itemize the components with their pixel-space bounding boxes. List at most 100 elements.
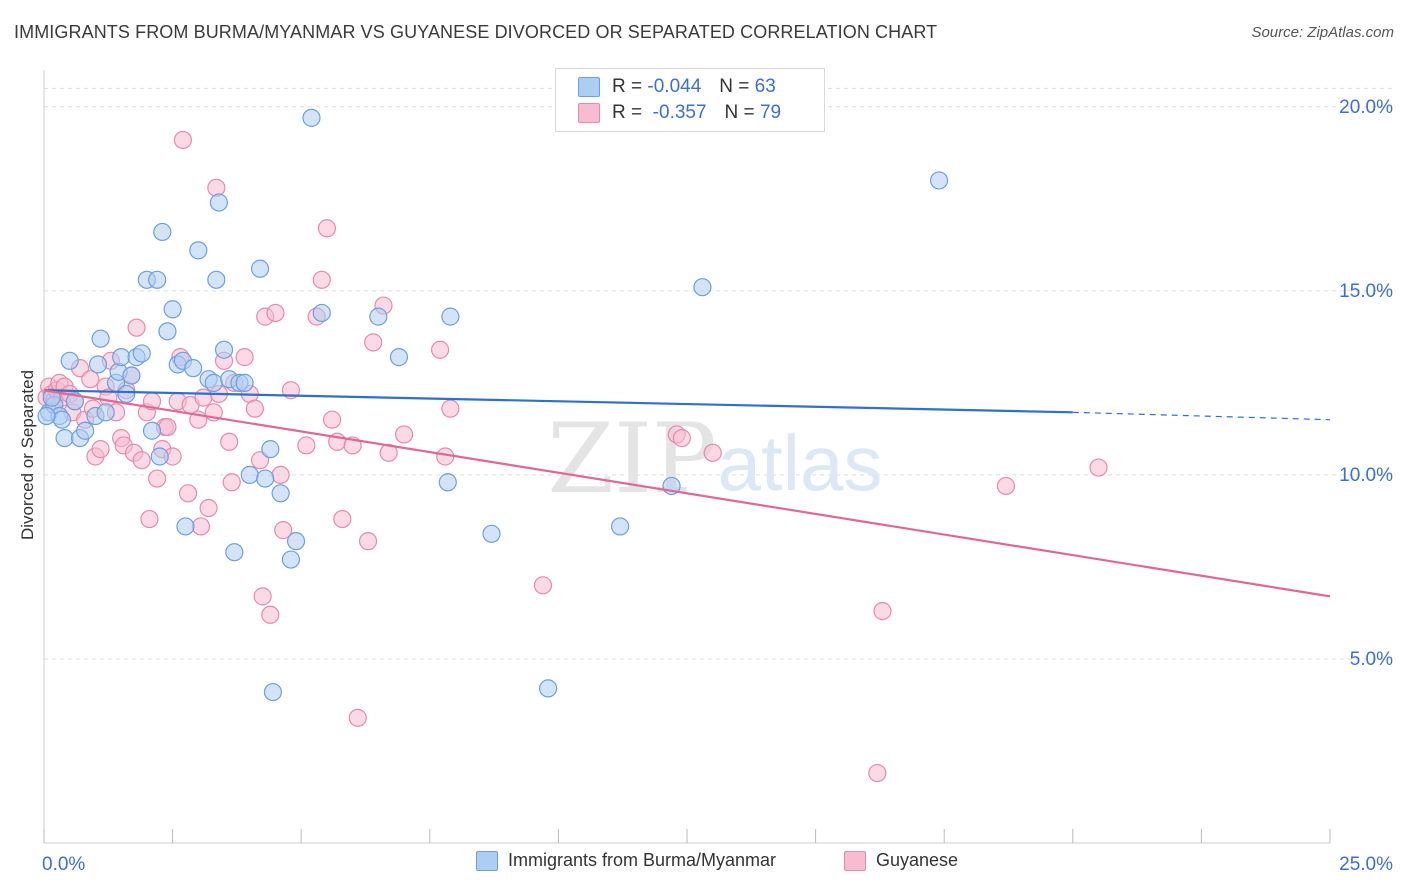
trend-line-burma — [43, 389, 1073, 414]
data-point — [348, 708, 367, 727]
data-point — [438, 473, 457, 492]
data-point — [441, 307, 460, 326]
legend-label: Guyanese — [876, 850, 959, 870]
data-point — [441, 399, 460, 418]
data-point — [91, 329, 110, 348]
legend-item-guyanese: Guyanese — [844, 850, 958, 871]
data-point — [163, 300, 182, 319]
data-point — [142, 421, 162, 440]
data-point — [55, 428, 74, 448]
r-label: R = — [612, 102, 643, 123]
data-point — [873, 601, 892, 621]
y-tick-label: 20.0% — [1339, 97, 1393, 118]
data-point — [245, 399, 265, 418]
x-tick-label: 25.0% — [1339, 854, 1393, 875]
chart-title: IMMIGRANTS FROM BURMA/MYANMAR VS GUYANES… — [14, 22, 938, 42]
data-point — [261, 440, 280, 459]
stats-legend-row-burma: R = -0.044 N = 63 — [578, 74, 776, 100]
data-point — [693, 278, 712, 297]
blue-swatch — [476, 850, 498, 871]
data-point — [122, 366, 141, 385]
data-point — [132, 344, 151, 363]
source-label: Source: ZipAtlas.com — [1251, 24, 1394, 41]
data-point — [158, 417, 177, 437]
data-point — [539, 679, 558, 698]
legend-item-burma: Immigrants from Burma/Myanmar — [476, 850, 776, 871]
data-point — [302, 108, 321, 127]
data-point — [271, 465, 290, 485]
data-point — [191, 517, 210, 536]
data-point — [127, 318, 146, 337]
y-tick-label: 10.0% — [1339, 465, 1393, 486]
data-point — [611, 517, 630, 536]
data-point — [81, 370, 100, 389]
data-point — [253, 587, 272, 606]
data-point — [312, 270, 331, 289]
data-point — [286, 532, 306, 551]
data-point — [132, 451, 151, 470]
trend-line-burma-extension — [1072, 411, 1331, 421]
data-point — [317, 219, 337, 238]
y-tick-label: 5.0% — [1350, 649, 1393, 670]
x-tick-label: 0.0% — [42, 854, 85, 875]
data-point — [207, 178, 226, 197]
data-point — [153, 222, 172, 242]
data-point — [297, 436, 316, 455]
data-point — [482, 524, 501, 543]
data-point — [261, 605, 280, 624]
data-point — [274, 521, 293, 540]
data-point — [37, 406, 56, 426]
data-point — [60, 351, 79, 370]
legend-label: Immigrants from Burma/Myanmar — [508, 850, 777, 870]
watermark-zip: ZIP — [547, 403, 716, 515]
data-point — [364, 333, 383, 352]
tick-labels: 5.0% 10.0% 15.0% 20.0% 0.0% 25.0% — [42, 97, 1393, 875]
data-point — [117, 384, 136, 404]
burma-points — [37, 108, 949, 702]
data-point — [148, 270, 167, 289]
data-point — [150, 447, 169, 466]
stats-legend: R = -0.044 N = 63 R = -0.357 N = 79 — [555, 68, 825, 132]
data-point — [88, 355, 108, 374]
data-point — [176, 517, 195, 536]
data-point — [312, 303, 331, 323]
data-point — [65, 392, 84, 411]
data-point — [42, 388, 61, 407]
data-point — [703, 443, 722, 462]
data-point — [271, 484, 290, 503]
data-point — [672, 428, 691, 448]
data-point — [322, 410, 342, 429]
y-tick-label: 15.0% — [1339, 281, 1393, 302]
n-label: N = — [719, 76, 750, 97]
data-point — [214, 340, 234, 359]
data-point — [235, 348, 254, 367]
data-point — [430, 340, 450, 359]
stats-legend-row-guyanese: R = -0.357 N = 79 — [578, 100, 781, 126]
data-point — [194, 388, 213, 407]
data-point — [533, 576, 553, 595]
data-point — [207, 270, 226, 289]
data-point — [158, 322, 177, 341]
pink-swatch — [578, 103, 600, 123]
data-point — [204, 373, 223, 392]
data-point — [389, 348, 409, 367]
n-value: 63 — [754, 76, 776, 97]
data-point — [112, 348, 131, 367]
data-point — [256, 469, 275, 488]
data-point — [996, 476, 1016, 496]
watermark-atlas: atlas — [718, 419, 883, 507]
data-point — [266, 303, 285, 323]
data-point — [140, 509, 159, 529]
data-point — [220, 432, 239, 451]
data-point — [250, 259, 270, 278]
data-point — [929, 171, 949, 190]
data-point — [184, 359, 203, 378]
data-point — [173, 130, 192, 150]
data-point — [199, 498, 218, 518]
data-point — [91, 440, 110, 459]
axes — [43, 70, 1331, 844]
watermark: ZIP atlas — [547, 403, 882, 515]
data-point — [52, 410, 72, 429]
data-point — [225, 543, 244, 562]
